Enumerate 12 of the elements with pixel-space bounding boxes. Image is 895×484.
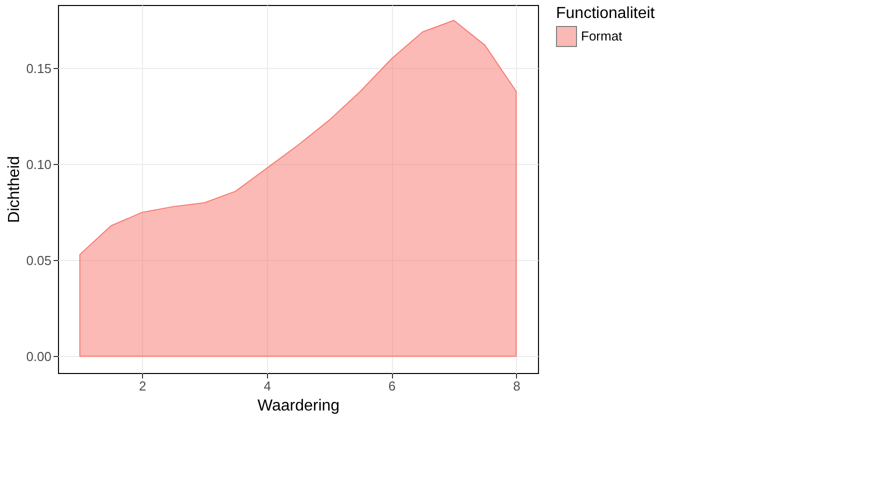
x-axis-title: Waardering	[257, 398, 340, 414]
y-axis-title: Dichtheid	[6, 156, 24, 223]
x-tick-label: 2	[139, 378, 146, 394]
legend-label: Format	[581, 28, 623, 44]
x-tick-label: 4	[264, 378, 271, 394]
y-tick-label: 0.05	[26, 252, 52, 268]
y-tick-label: 0.10	[26, 156, 52, 172]
y-tick-label: 0.00	[26, 348, 52, 364]
y-tick-label: 0.15	[26, 60, 52, 76]
x-tick-label: 6	[388, 378, 396, 394]
x-tick-label: 8	[513, 378, 520, 394]
legend-title: Functionaliteit	[556, 5, 656, 22]
